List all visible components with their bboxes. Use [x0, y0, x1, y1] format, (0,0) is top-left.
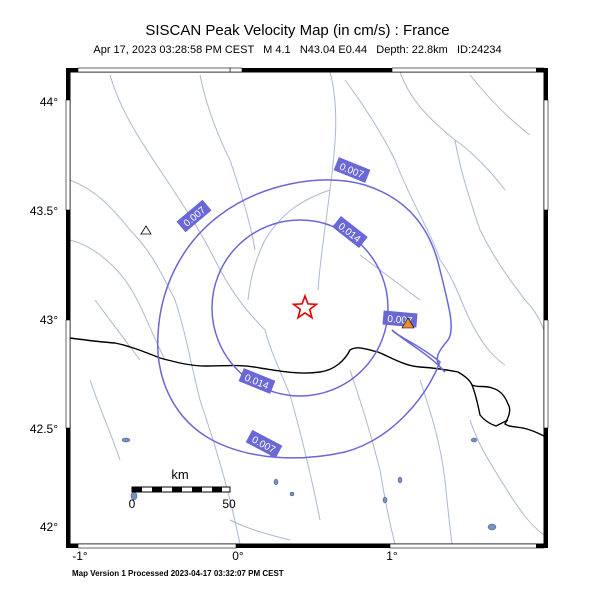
pgv-contours: [156, 179, 453, 459]
contour-label-inner: 0.014: [243, 373, 271, 393]
scale-unit: km: [171, 467, 188, 482]
contour-0007-outer: [156, 179, 453, 459]
lat-label: 43.5°: [30, 204, 58, 218]
longitude-labels: -1° 0° 1°: [72, 549, 398, 563]
lon-label: 1°: [386, 549, 398, 563]
lat-label: 42°: [40, 520, 58, 534]
lon-label: -1°: [72, 549, 88, 563]
lat-label: 42.5°: [30, 422, 58, 436]
lat-label: 43°: [40, 313, 58, 327]
contour-label-outer: 0.007: [338, 162, 366, 182]
epicenter-star-icon: [291, 293, 319, 320]
lat-label: 44°: [40, 95, 58, 109]
map-frame: [65, 67, 549, 549]
station-triangle-icon: [140, 225, 152, 235]
lon-label: 0°: [232, 549, 244, 563]
map-title: SISCAN Peak Velocity Map (in cm/s) : Fra…: [145, 22, 450, 39]
scale-end: 50: [222, 497, 236, 511]
scale-bar: km 0 50: [129, 467, 236, 511]
latitude-labels: 44° 43.5° 43° 42.5° 42°: [30, 95, 58, 534]
rivers: [70, 72, 544, 544]
processing-footer: Map Version 1 Processed 2023-04-17 03:32…: [72, 569, 284, 578]
event-info: Apr 17, 2023 03:28:58 PM CEST M 4.1 N43.…: [93, 44, 502, 56]
scale-start: 0: [129, 497, 136, 511]
country-border: [70, 337, 544, 437]
station-triangle-icon: [401, 317, 415, 329]
contour-0014-inner: [211, 219, 389, 397]
